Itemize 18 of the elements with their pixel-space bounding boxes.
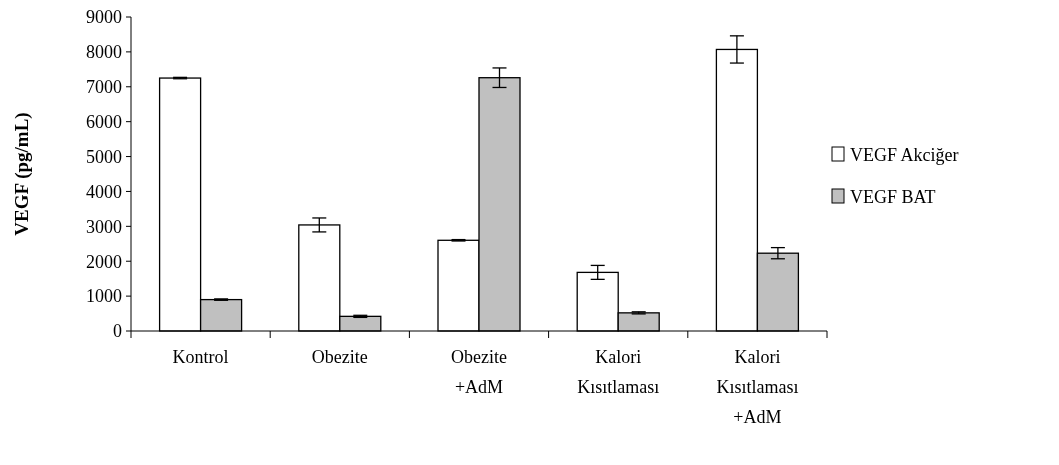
legend-label: VEGF BAT — [850, 187, 936, 208]
x-tick-label: Obezite — [311, 347, 368, 367]
y-tick-label: 3000 — [86, 216, 122, 237]
y-tick-label: 0 — [113, 321, 122, 342]
y-tick-label: 6000 — [86, 111, 122, 132]
y-tick-label: 4000 — [86, 181, 122, 202]
y-tick-label: 8000 — [86, 42, 122, 63]
legend-label: VEGF Akciğer — [850, 145, 959, 166]
x-tick-label: Kalori Kısıtlaması +AdM — [716, 347, 799, 427]
x-tick-label: Obezite +AdM — [451, 347, 507, 397]
y-tick-label: 5000 — [86, 146, 122, 167]
y-tick-label: 2000 — [86, 251, 122, 272]
y-tick-label: 1000 — [86, 286, 122, 307]
x-tick-label: Kalori Kısıtlaması — [577, 347, 660, 397]
x-tick-label: Kontrol — [172, 347, 229, 367]
y-tick-label: 9000 — [86, 7, 122, 28]
y-axis-title: VEGF (pg/mL) — [11, 112, 33, 236]
y-tick-label: 7000 — [86, 77, 122, 98]
